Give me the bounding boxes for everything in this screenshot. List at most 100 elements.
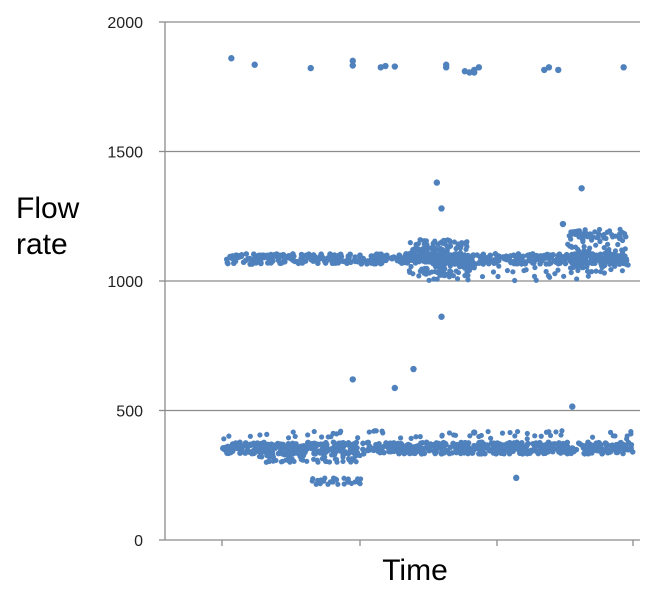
data-point: [434, 269, 440, 276]
data-point: [556, 440, 562, 446]
data-point: [355, 452, 362, 458]
data-point: [446, 450, 453, 456]
data-point: [247, 433, 253, 439]
data-point: [452, 432, 459, 438]
data-point: [462, 272, 468, 279]
data-point: [442, 61, 450, 68]
y-tick-label: 2000: [107, 15, 143, 32]
data-point: [601, 245, 607, 251]
data-point: [580, 265, 586, 271]
data-point: [417, 434, 423, 440]
data-point: [620, 260, 626, 267]
data-point: [454, 276, 461, 282]
data-point: [442, 440, 448, 447]
data-point: [390, 447, 396, 454]
data-point: [349, 62, 356, 69]
data-point: [437, 254, 444, 260]
data-point: [548, 254, 554, 261]
data-point: [423, 265, 430, 271]
data-point: [524, 436, 530, 442]
data-point: [431, 276, 437, 282]
data-point: [403, 447, 410, 454]
data-point: [275, 254, 281, 261]
data-point: [264, 431, 270, 437]
data-point: [462, 265, 468, 271]
data-point: [499, 430, 506, 436]
data-point: [366, 429, 372, 435]
data-point: [346, 258, 353, 265]
data-point: [257, 432, 263, 438]
data-point: [410, 365, 417, 373]
data-point: [226, 433, 232, 439]
data-point: [520, 253, 526, 260]
data-point: [416, 254, 422, 261]
data-point: [597, 238, 603, 245]
data-point: [477, 254, 484, 260]
data-point: [552, 271, 558, 277]
data-point: [532, 433, 538, 439]
data-point: [247, 449, 253, 456]
data-point: [325, 434, 331, 440]
data-point: [331, 259, 338, 265]
data-point: [587, 441, 594, 448]
data-point: [408, 263, 414, 270]
data-point: [538, 442, 545, 448]
data-point: [523, 267, 529, 273]
data-point: [335, 481, 341, 487]
data-point: [540, 450, 547, 457]
data-point: [589, 434, 596, 440]
data-point: [426, 445, 433, 452]
data-point: [376, 441, 382, 447]
data-point: [469, 264, 475, 271]
data-point: [421, 258, 427, 264]
y-axis-title-line-1: Flow: [16, 192, 80, 225]
data-point: [617, 234, 623, 241]
data-point: [513, 474, 520, 482]
data-point: [625, 446, 632, 453]
data-point: [517, 448, 524, 454]
data-point: [559, 220, 567, 228]
data-point: [259, 447, 266, 454]
data-point: [328, 446, 334, 452]
data-point: [258, 259, 264, 266]
data-point: [355, 435, 361, 441]
data-point: [323, 458, 329, 465]
data-point: [579, 236, 585, 242]
data-point: [318, 434, 325, 440]
y-tick-label: 0: [134, 533, 143, 550]
data-point: [442, 266, 448, 272]
data-point: [268, 453, 274, 459]
data-point: [322, 454, 328, 460]
data-point: [220, 445, 226, 451]
data-point: [605, 241, 611, 247]
data-point: [623, 234, 629, 240]
data-point: [349, 57, 356, 65]
data-point: [303, 446, 309, 453]
data-point: [248, 257, 255, 264]
data-point: [488, 435, 494, 441]
data-point: [290, 257, 296, 264]
data-point: [446, 430, 453, 436]
data-point: [391, 63, 399, 70]
data-point: [441, 450, 447, 456]
data-point: [334, 459, 340, 465]
data-point: [616, 255, 622, 261]
data-point: [497, 443, 503, 449]
data-point: [553, 429, 559, 435]
data-point: [510, 269, 516, 275]
data-point: [273, 442, 280, 449]
data-point: [360, 440, 366, 447]
data-point: [463, 255, 469, 262]
data-point: [493, 259, 499, 266]
data-point: [547, 432, 554, 439]
data-point: [242, 440, 249, 446]
data-point: [572, 244, 579, 250]
data-point: [455, 269, 462, 276]
data-point: [471, 429, 478, 436]
data-point: [479, 273, 486, 280]
data-point: [558, 432, 564, 438]
data-point: [370, 253, 376, 260]
data-point: [411, 446, 418, 453]
data-point: [480, 261, 487, 267]
data-point: [345, 440, 352, 446]
